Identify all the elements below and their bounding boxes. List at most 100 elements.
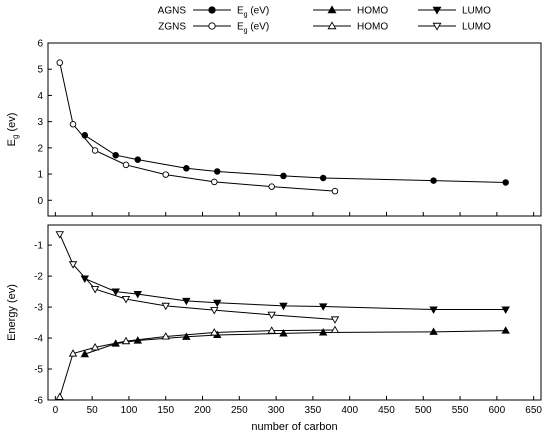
legend-entry-label: Eg (eV) (237, 22, 269, 35)
data-point-triangle-down (213, 299, 222, 308)
data-point-triangle-up (68, 349, 78, 357)
data-point-triangle-down (318, 303, 328, 311)
y-tick-label: 2 (37, 143, 43, 154)
x-tick-label: 0 (53, 405, 59, 416)
series-0 (81, 132, 509, 186)
data-point-triangle-down (182, 297, 191, 306)
series-1 (56, 59, 339, 195)
data-point-circle (162, 171, 169, 178)
y-tick-label: 3 (37, 117, 43, 128)
data-point-circle (319, 174, 327, 182)
data-point-circle (183, 165, 190, 172)
x-tick-label: 200 (194, 405, 211, 416)
y-tick-label: 5 (37, 65, 43, 76)
x-tick-label: 400 (341, 405, 358, 416)
data-point-circle (430, 177, 437, 184)
data-point-circle (268, 183, 275, 190)
data-point-triangle-down (279, 302, 288, 311)
y-axis-label: Eg (ev) (6, 113, 20, 147)
y-tick-label: 6 (37, 39, 43, 50)
y-tick-label: -2 (34, 272, 43, 283)
legend-marker-circle (208, 22, 216, 30)
data-point-triangle-down (133, 291, 142, 299)
y-tick-label: -1 (34, 241, 43, 252)
series-1 (80, 275, 510, 314)
y-tick-label: 4 (37, 91, 43, 102)
data-point-circle (502, 179, 509, 186)
data-point-triangle-up (161, 332, 170, 340)
legend-marker-triangle-down (432, 6, 442, 15)
data-point-triangle-down (111, 288, 120, 296)
x-tick-label: 500 (415, 405, 432, 416)
x-tick-label: 300 (268, 405, 285, 416)
y-tick-label: 0 (37, 196, 43, 207)
x-tick-label: 150 (157, 405, 174, 416)
data-point-triangle-down (161, 302, 170, 311)
data-point-triangle-up (182, 332, 191, 340)
data-point-triangle-down (267, 311, 276, 320)
series-0 (80, 326, 510, 358)
data-point-triangle-up (80, 349, 90, 358)
legend-entry-label: HOMO (357, 22, 388, 33)
x-tick-label: 350 (305, 405, 322, 416)
series-3 (55, 231, 340, 324)
data-point-triangle-up (90, 342, 100, 351)
series-line (59, 234, 336, 320)
data-point-triangle-down (68, 261, 78, 269)
y-axis-label: Energy (ev) (6, 284, 18, 341)
legend-entry-label: LUMO (462, 22, 491, 33)
data-point-triangle-up (330, 325, 340, 334)
data-point-circle (69, 121, 77, 128)
x-tick-label: 50 (87, 405, 99, 416)
energy-panel: -6 -5 -4 -3 -2 -1 0 50 100 150 200 250 300 350 400 450 5… (6, 224, 542, 433)
data-point-triangle-down (429, 306, 438, 314)
series-line (59, 62, 336, 192)
x-axis-label: number of carbon (251, 421, 337, 433)
data-point-triangle-up (501, 326, 510, 334)
data-point-circle (331, 187, 339, 195)
x-tick-label: 550 (452, 405, 469, 416)
plot-frame (47, 224, 542, 401)
data-point-triangle-down (121, 295, 131, 304)
data-point-circle (213, 168, 221, 175)
series-2 (55, 325, 340, 400)
y-tick-label: -3 (34, 303, 43, 314)
data-point-circle (91, 147, 99, 154)
x-tick-label: 650 (525, 405, 542, 416)
data-point-circle (211, 178, 218, 186)
y-tick-label: -4 (34, 334, 43, 345)
x-tick-label: 250 (231, 405, 248, 416)
data-point-triangle-up (429, 327, 438, 335)
legend-marker-circle (208, 6, 216, 14)
legend-entry-label: HOMO (357, 6, 388, 17)
x-tick-label: 100 (121, 405, 138, 416)
data-point-triangle-down (330, 316, 340, 324)
legend-group-label: ZGNS (158, 22, 186, 33)
x-tick-label: 450 (378, 405, 395, 416)
data-point-triangle-up (267, 326, 276, 334)
plot-frame (47, 42, 542, 217)
legend: AGNS Eg (eV) HOMO LUMO ZGNS Eg (eV) HOMO LUMO (158, 5, 491, 35)
legend-entry-label: LUMO (462, 6, 491, 17)
data-point-triangle-up (210, 328, 219, 336)
x-tick-label: 600 (489, 405, 506, 416)
data-point-triangle-down (55, 231, 64, 239)
legend-group-label: AGNS (158, 6, 187, 17)
data-point-triangle-down (501, 306, 510, 314)
series-line (84, 278, 506, 311)
eg-panel: 0 1 2 3 4 5 6 Eg (ev) (6, 39, 542, 217)
y-tick-label: -5 (34, 365, 43, 376)
data-point-triangle-up (121, 336, 131, 345)
data-point-circle (280, 172, 287, 180)
data-point-circle (122, 161, 130, 169)
data-point-circle (56, 59, 64, 66)
legend-marker-triangle-up (327, 5, 337, 14)
data-point-triangle-up (55, 392, 64, 400)
data-point-circle (134, 156, 142, 163)
data-point-triangle-up (279, 329, 288, 337)
series-line (84, 330, 506, 355)
y-tick-label: -6 (34, 396, 43, 407)
data-point-triangle-down (90, 286, 100, 294)
data-point-circle (112, 151, 119, 159)
